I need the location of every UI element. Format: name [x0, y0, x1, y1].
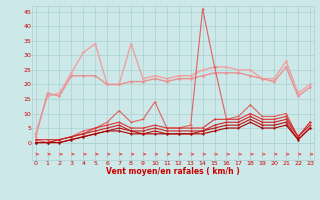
X-axis label: Vent moyen/en rafales ( km/h ): Vent moyen/en rafales ( km/h ) [106, 167, 240, 176]
